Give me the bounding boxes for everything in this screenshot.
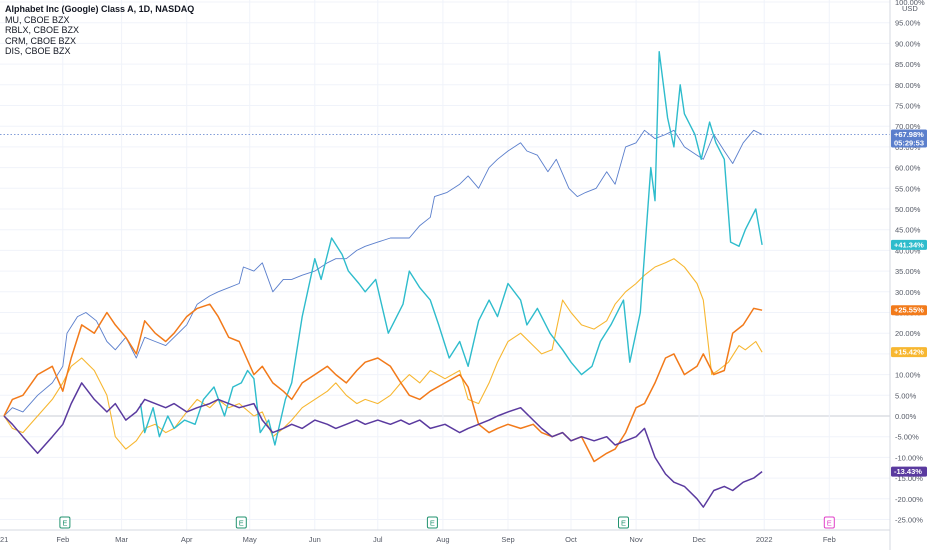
earnings-marker-box [426,516,438,529]
x-tick-label: Feb [823,535,836,544]
last-value-tag: +15.42% [891,347,927,358]
earnings-marker-box [823,516,835,529]
series-line-2 [139,51,763,446]
y-tick-label: -20.00% [895,495,923,504]
earnings-marker-label: E [621,519,626,528]
y-tick-label: -10.00% [895,453,923,462]
y-tick-label: 45.00% [895,226,921,235]
earnings-marker-label: E [62,519,67,528]
legend-symbol-mu[interactable]: MU, CBOE BZX [5,14,70,25]
x-tick-label: Feb [56,535,69,544]
y-tick-label: 20.00% [895,329,921,338]
countdown-label: 05:29:53 [894,138,924,147]
earnings-marker: E [235,516,247,529]
time-scale[interactable]: 21 Feb Mar Apr May Jun Jul Aug Sep Oct Nov Dec 2022 F… [0,529,890,544]
y-tick-label: 60.00% [895,164,921,173]
legend-symbol-dis[interactable]: DIS, CBOE BZX [5,46,71,56]
currency-label: USD [902,4,918,13]
legend-symbol-rblx[interactable]: RBLX, CBOE BZX [5,25,80,35]
y-tick-label: 35.00% [895,267,921,276]
last-value-tag-bg [891,239,927,250]
series-line-3 [3,303,763,463]
y-tick-label: 50.00% [895,205,921,214]
last-value-tag: -13.43% [891,466,927,477]
y-tick-label: 40.00% [895,246,921,255]
last-value-tag-text: -13.43% [894,467,922,476]
last-value-tag: +25.55% [891,305,927,316]
last-value-tag-text: +15.42% [894,348,924,357]
y-tick-label: 55.00% [895,184,921,193]
x-tick-label: Oct [565,535,578,544]
x-tick-label: Mar [115,535,128,544]
y-tick-label: 0.00% [895,412,917,421]
last-value-tags: +67.98%05:29:53 +15.42% +41.34% +25.55% -13.… [891,129,927,477]
earnings-marker: E [823,516,835,529]
earnings-marker: E [426,516,438,529]
y-tick-label: 5.00% [895,391,917,400]
earnings-marker-label: E [239,519,244,528]
y-tick-label: 90.00% [895,39,921,48]
last-value-tag-text: +41.34% [894,240,924,249]
series-line-0 [3,129,763,417]
series-line-4 [3,382,763,508]
last-value-tag-text: +25.55% [894,306,924,315]
y-tick-label: -15.00% [895,474,923,483]
earnings-marker-box [235,516,247,529]
grid-lines [0,0,890,530]
y-tick-label: -5.00% [895,433,919,442]
series-lines [0,51,890,508]
legend-main-symbol[interactable]: Alphabet Inc (Google) Class A, 1D, NASDA… [5,4,195,14]
y-tick-label: 85.00% [895,60,921,69]
x-tick-label: Dec [692,535,706,544]
x-tick-label: 2022 [756,535,773,544]
x-tick-label: Nov [629,535,643,544]
last-value-tag-bg [891,347,927,358]
x-tick-label: Aug [436,535,449,544]
last-value-tag: +67.98%05:29:53 [891,129,927,148]
x-tick-label: Jul [373,535,383,544]
x-tick-label: Sep [501,535,514,544]
last-value-tag-bg [891,305,927,316]
last-value-tag-bg [891,129,927,148]
x-tick-label: Jun [309,535,321,544]
x-tick-label: May [243,535,257,544]
earnings-marker-box [59,516,71,529]
y-tick-label: 80.00% [895,81,921,90]
legend-symbol-crm[interactable]: CRM, CBOE BZX [5,35,77,46]
x-start-label: 21 [0,535,8,544]
series-line-1 [3,258,763,450]
earnings-marker: E [618,516,629,529]
earnings-marker-label: E [827,519,832,528]
last-value-tag-text: +67.98% [894,130,924,139]
earnings-marker-box [618,516,629,529]
y-tick-label: 70.00% [895,122,921,131]
earnings-marker-label: E [430,519,435,528]
y-tick-label: -25.00% [895,516,923,525]
y-tick-label: 75.00% [895,102,921,111]
last-value-tag: +41.34% [891,239,927,250]
y-tick-label: 95.00% [895,19,921,28]
chart-legend: Alphabet Inc (Google) Class A, 1D, NASDA… [5,4,194,57]
last-value-tag-bg [891,466,927,477]
y-tick-label: 10.00% [895,371,921,380]
y-tick-label: 30.00% [895,288,921,297]
y-tick-label: 100.00% [895,0,925,7]
x-tick-label: Apr [181,535,193,544]
earnings-marker: E [59,516,71,529]
